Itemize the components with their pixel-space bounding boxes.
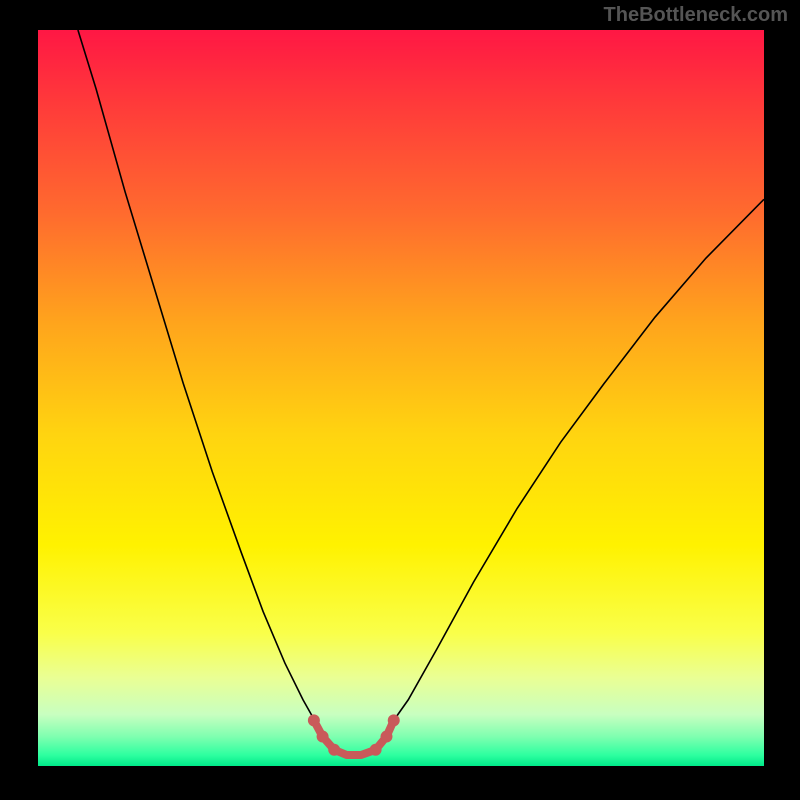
- highlight-dot: [380, 731, 392, 743]
- plot-area: [38, 30, 764, 766]
- highlight-dot: [328, 744, 340, 756]
- watermark-text: TheBottleneck.com: [604, 4, 788, 27]
- highlight-dot: [388, 714, 400, 726]
- highlight-dot: [370, 744, 382, 756]
- gradient-background: [38, 30, 764, 766]
- highlight-dot: [308, 714, 320, 726]
- chart-svg: [38, 30, 764, 766]
- highlight-dot: [317, 731, 329, 743]
